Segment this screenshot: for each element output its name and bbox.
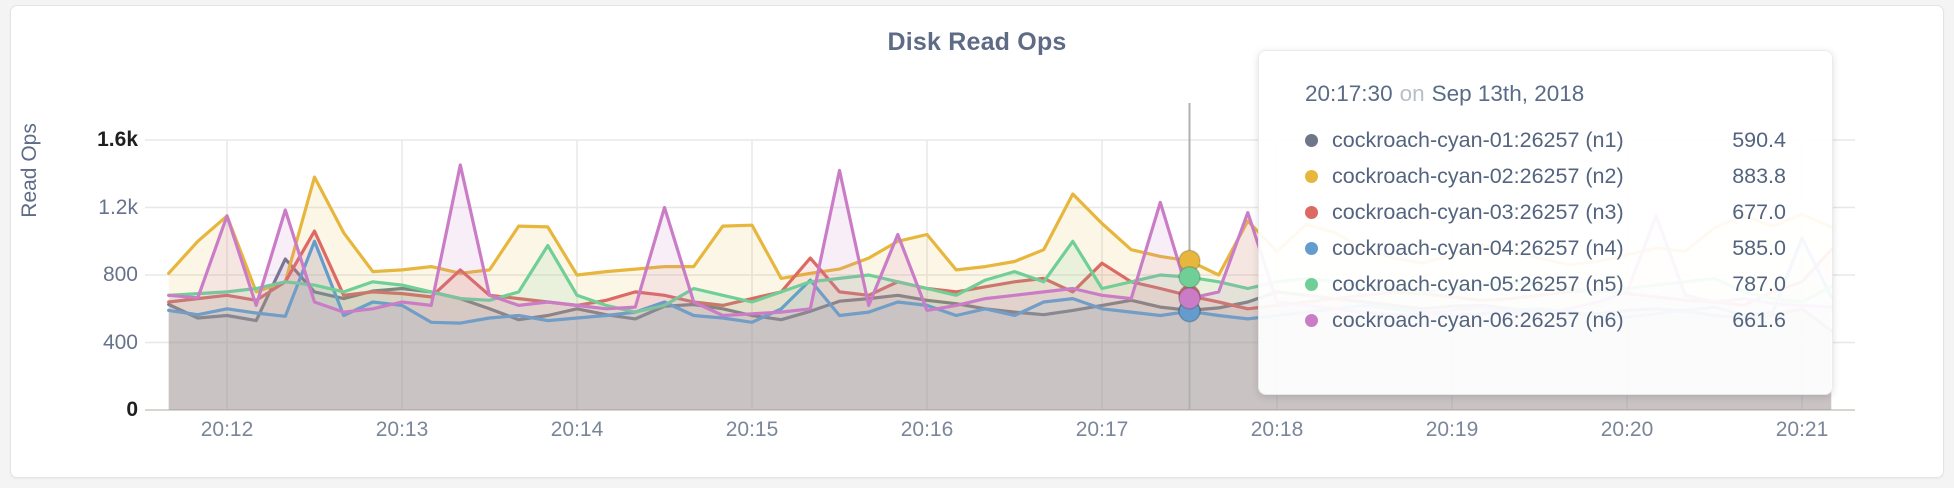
- series-color-dot-icon: [1305, 277, 1318, 291]
- tooltip-header: 20:17:30 on Sep 13th, 2018: [1305, 81, 1786, 109]
- tooltip-series-row: cockroach-cyan-06:26257 (n6) 661.6: [1305, 302, 1786, 338]
- hover-dot-n5: [1178, 265, 1201, 289]
- tooltip-date: Sep 13th, 2018: [1431, 81, 1585, 106]
- tooltip-rows: cockroach-cyan-01:26257 (n1) 590.4 cockroa…: [1305, 122, 1786, 338]
- y-tick-label: 0: [126, 398, 138, 421]
- chart-title: Disk Read Ops: [887, 28, 1067, 56]
- chart-tooltip: 20:17:30 on Sep 13th, 2018 cockroach-cya…: [1258, 50, 1833, 395]
- x-tick-label: 20:16: [900, 418, 954, 441]
- x-tick-label: 20:15: [725, 418, 779, 441]
- x-tick-label: 20:21: [1775, 418, 1829, 441]
- x-tick-label: 20:14: [550, 418, 604, 441]
- tooltip-series-row: cockroach-cyan-05:26257 (n5) 787.0: [1305, 266, 1786, 302]
- series-color-dot-icon: [1305, 169, 1318, 183]
- x-tick-label: 20:18: [1250, 418, 1304, 441]
- series-value: 677.0: [1732, 199, 1786, 224]
- tooltip-series-row: cockroach-cyan-03:26257 (n3) 677.0: [1305, 194, 1786, 230]
- series-label: cockroach-cyan-01:26257 (n1): [1332, 127, 1624, 152]
- x-axis-labels: 20:12 20:13 20:14 20:15 20:16 20:17 20:18 20:19…: [0, 418, 1954, 448]
- y-axis-labels: 1.6k 1.2k 800 400 0: [0, 0, 138, 488]
- y-tick-label: 1.6k: [97, 128, 138, 151]
- y-tick-label: 400: [102, 330, 138, 354]
- series-label: cockroach-cyan-04:26257 (n4): [1332, 235, 1624, 260]
- tooltip-series-row: cockroach-cyan-01:26257 (n1) 590.4: [1305, 122, 1786, 158]
- series-color-dot-icon: [1305, 133, 1318, 147]
- x-tick-label: 20:17: [1075, 418, 1129, 441]
- series-label: cockroach-cyan-05:26257 (n5): [1332, 271, 1624, 296]
- series-label: cockroach-cyan-03:26257 (n3): [1332, 199, 1624, 224]
- y-tick-label: 800: [102, 263, 138, 286]
- x-tick-label: 20:13: [375, 418, 429, 441]
- tooltip-series-row: cockroach-cyan-02:26257 (n2) 883.8: [1305, 158, 1786, 194]
- x-tick-label: 20:12: [200, 418, 254, 441]
- series-color-dot-icon: [1305, 313, 1318, 327]
- series-value: 883.8: [1732, 163, 1786, 188]
- x-tick-label: 20:19: [1425, 418, 1479, 441]
- y-tick-label: 1.2k: [98, 195, 138, 219]
- series-value: 661.6: [1732, 307, 1786, 332]
- series-color-dot-icon: [1305, 241, 1318, 255]
- series-color-dot-icon: [1305, 205, 1318, 219]
- series-label: cockroach-cyan-06:26257 (n6): [1332, 307, 1624, 332]
- hover-dot-n6: [1178, 287, 1201, 310]
- series-value: 787.0: [1732, 271, 1786, 296]
- series-value: 585.0: [1732, 235, 1786, 260]
- series-value: 590.4: [1732, 127, 1786, 152]
- series-label: cockroach-cyan-02:26257 (n2): [1332, 163, 1624, 188]
- x-tick-label: 20:20: [1600, 418, 1654, 441]
- tooltip-time: 20:17:30: [1305, 81, 1393, 106]
- tooltip-series-row: cockroach-cyan-04:26257 (n4) 585.0: [1305, 230, 1786, 266]
- tooltip-conjunction: on: [1399, 81, 1425, 106]
